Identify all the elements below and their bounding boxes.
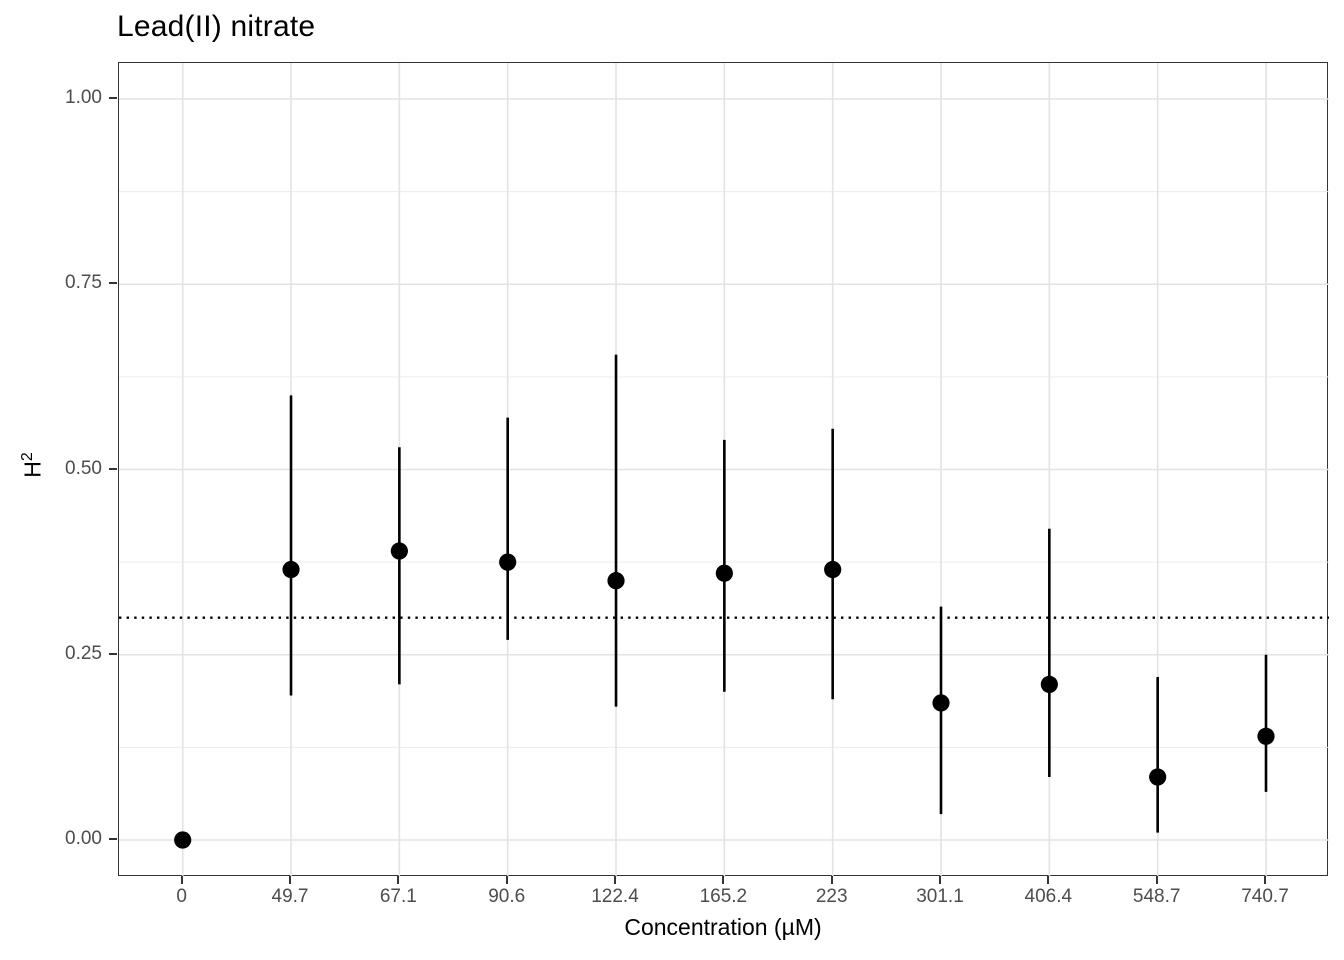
data-point xyxy=(499,553,517,571)
x-tick-label: 90.6 xyxy=(488,886,526,907)
x-tick-label: 67.1 xyxy=(379,886,417,907)
x-tick-label: 49.7 xyxy=(271,886,309,907)
y-tick xyxy=(109,97,117,99)
x-tick-label: 0 xyxy=(176,886,187,907)
data-point xyxy=(1257,727,1275,745)
x-tick xyxy=(722,876,725,884)
y-tick xyxy=(109,282,117,285)
x-tick xyxy=(289,876,292,884)
y-tick-label: 0.75 xyxy=(65,272,102,294)
x-tick xyxy=(397,876,400,884)
x-tick-label: 122.4 xyxy=(591,886,639,907)
data-point xyxy=(174,831,192,849)
y-tick-label: 0.50 xyxy=(65,457,102,479)
chart-title: Lead(II) nitrate xyxy=(117,10,316,43)
data-point xyxy=(282,560,300,579)
x-tick xyxy=(1047,876,1050,884)
x-tick xyxy=(1264,876,1266,884)
x-axis-title: Concentration (µM) xyxy=(624,914,822,940)
x-tick xyxy=(830,876,833,884)
x-tick xyxy=(939,876,941,884)
data-point xyxy=(824,560,842,579)
y-tick-label: 0.25 xyxy=(65,642,102,664)
x-tick-label: 406.4 xyxy=(1024,886,1073,907)
data-point xyxy=(1040,675,1058,693)
data-point xyxy=(1149,768,1167,786)
x-tick xyxy=(180,876,183,884)
y-tick xyxy=(109,467,117,470)
data-point xyxy=(607,572,625,590)
y-tick-label: 1.00 xyxy=(65,87,102,108)
x-tick-label: 165.2 xyxy=(699,886,748,907)
data-point xyxy=(715,564,733,582)
x-tick xyxy=(505,876,508,884)
x-tick-label: 548.7 xyxy=(1132,886,1181,907)
data-point xyxy=(390,542,408,560)
x-tick-label: 301.1 xyxy=(916,886,964,907)
x-tick-label: 223 xyxy=(815,886,848,907)
data-point xyxy=(932,694,950,712)
x-tick-label: 740.7 xyxy=(1241,886,1289,907)
y-tick xyxy=(109,838,117,840)
y-tick xyxy=(109,652,117,655)
x-tick xyxy=(1155,876,1158,884)
x-tick xyxy=(614,876,617,884)
y-tick-label: 0.00 xyxy=(65,828,102,849)
plot-panel xyxy=(118,62,1329,877)
plot-canvas xyxy=(119,63,1329,877)
